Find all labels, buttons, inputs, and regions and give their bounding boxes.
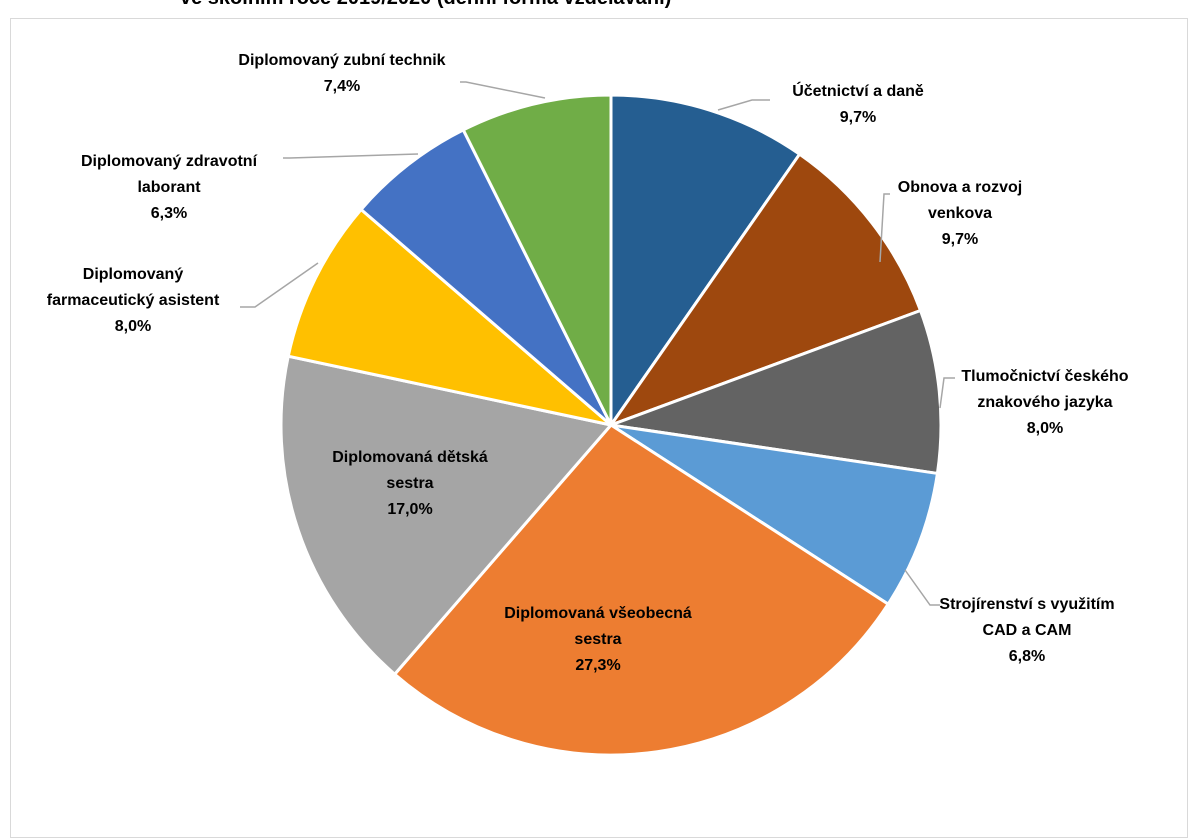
pie-slice <box>607 152 923 429</box>
slice-category-label: Účetnictví a daně <box>792 81 924 100</box>
slice-category-label: sestra <box>574 631 621 648</box>
slice-value-label: 27,3% <box>575 657 620 674</box>
slice-value-label: 7,4% <box>324 78 360 95</box>
leader-line <box>939 377 955 409</box>
slice-category-label: Tlumočnictví českého <box>961 368 1128 385</box>
pie-slice <box>461 93 613 426</box>
slice-label: Diplomovaná dětská sestra 17,0% <box>332 449 488 518</box>
leader-line <box>240 262 319 308</box>
leader-line <box>283 153 419 159</box>
slice-label: Strojírenství s využitím CAD a CAM 6,8% <box>939 596 1114 665</box>
slice-value-label: 8,0% <box>115 318 151 335</box>
leader-line <box>879 193 890 263</box>
slice-category-label: Obnova a rozvoj <box>898 179 1022 196</box>
slice-label: Obnova a rozvoj venkova 9,7% <box>898 179 1022 248</box>
slice-category-label: Diplomovaná dětská <box>332 449 488 466</box>
pie-slice <box>358 127 613 427</box>
leader-line <box>904 569 940 606</box>
slice-value-label: 6,8% <box>1009 648 1045 665</box>
slice-category-label: Diplomovaná všeobecná <box>504 605 692 622</box>
pie-slice <box>610 308 943 476</box>
slice-category-label: Strojírenství s využitím <box>939 596 1114 613</box>
chart-title: ve školním roce 2019/2020 (denní forma v… <box>0 0 1200 10</box>
slice-value-label: 6,3% <box>151 205 187 222</box>
slice-label: Diplomovaný zubní technik 7,4% <box>238 52 445 95</box>
slice-label: Účetnictví a daně 9,7% <box>792 81 924 126</box>
slice-category-label: sestra <box>386 475 433 492</box>
slice-category-label: laborant <box>137 179 201 196</box>
slice-category-label: Diplomovaný zdravotní <box>81 153 258 170</box>
slice-label: Diplomovaný farmaceutický asistent 8,0% <box>47 266 220 335</box>
slice-category-label: Diplomovaný zubní technik <box>238 52 445 69</box>
pie-slice <box>392 423 891 757</box>
slice-label: Diplomovaný zdravotní laborant 6,3% <box>81 153 258 222</box>
pie-slice <box>610 423 940 607</box>
slice-category-label: farmaceutický asistent <box>47 292 220 309</box>
slice-value-label: 17,0% <box>387 501 432 518</box>
pie-slice <box>286 207 612 427</box>
slice-category-label: Diplomovaný <box>83 266 184 283</box>
slice-value-label: 9,7% <box>942 231 978 248</box>
slice-label: Tlumočnictví českého znakového jazyka 8,0% <box>961 368 1128 437</box>
slice-value-label: 9,7% <box>840 109 876 126</box>
leader-line <box>460 81 546 99</box>
slice-category-label: CAD a CAM <box>983 622 1072 639</box>
slice-label: Diplomovaná všeobecná sestra 27,3% <box>504 605 692 674</box>
slice-value-label: 8,0% <box>1027 420 1063 437</box>
slice-category-label: znakového jazyka <box>977 394 1112 411</box>
pie-slice <box>609 93 802 430</box>
leader-line <box>717 99 770 111</box>
pie-slice <box>279 354 614 677</box>
slice-category-label: venkova <box>928 205 992 222</box>
